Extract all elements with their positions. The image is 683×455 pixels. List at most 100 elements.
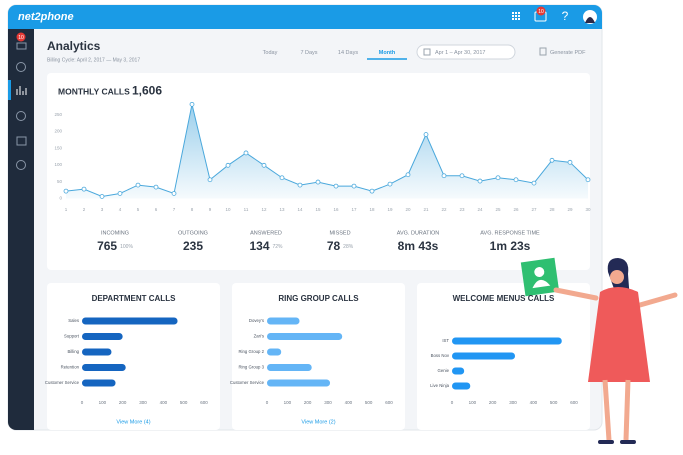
nav-icon[interactable]: [16, 160, 26, 170]
point: [531, 180, 537, 186]
tab[interactable]: 7 Days: [300, 50, 317, 56]
point: [585, 177, 591, 183]
bar: [82, 317, 178, 325]
stat-number: 1m 23s: [490, 239, 531, 253]
arm: [553, 287, 599, 301]
category-label: Customer Service: [230, 380, 265, 385]
point: [279, 175, 285, 181]
category-label: Ring Group 2: [238, 349, 264, 354]
pdf-icon: [539, 47, 547, 56]
point: [171, 191, 177, 196]
x-tick-label: 27: [531, 207, 537, 212]
category-label: Ring Group 3: [238, 365, 264, 370]
bar: [267, 364, 312, 371]
x-tick-label: 500: [365, 400, 373, 405]
x-tick-label: 400: [530, 400, 538, 405]
monthly-card: [47, 73, 590, 270]
point: [207, 177, 213, 183]
tab[interactable]: Today: [263, 50, 278, 56]
category-label: Retention: [61, 365, 80, 370]
point: [549, 157, 555, 163]
avatar-hair: [585, 17, 595, 23]
x-tick-label: 26: [513, 207, 519, 212]
bar: [452, 337, 562, 345]
x-tick-label: 11: [244, 207, 249, 212]
page-title: Analytics: [47, 39, 101, 53]
stat-value: 235: [183, 239, 203, 253]
category-label: Dovey's: [249, 318, 264, 323]
x-tick-label: 300: [509, 400, 517, 405]
y-tick-label: 0: [59, 196, 62, 201]
chart-card: [47, 283, 220, 430]
tab[interactable]: 14 Days: [338, 50, 358, 56]
bar: [452, 382, 471, 390]
category-label: Boss Nov: [431, 353, 450, 358]
tab[interactable]: Month: [379, 50, 396, 56]
category-label: Zari's: [254, 334, 264, 339]
point: [567, 159, 573, 165]
date-range: Apr 1 – Apr 30, 2017: [435, 50, 485, 56]
view-more[interactable]: View More (4): [116, 419, 150, 425]
bar: [82, 364, 126, 371]
generate-pdf[interactable]: Generate PDF: [550, 50, 586, 56]
nav-icon[interactable]: [16, 62, 26, 72]
x-tick-label: 8: [191, 207, 194, 212]
stat-pct: 100%: [120, 244, 133, 250]
point: [135, 182, 141, 188]
point: [459, 173, 465, 179]
chart-title: MONTHLY CALLS: [58, 86, 130, 96]
x-tick-label: 2: [83, 207, 86, 212]
y-tick-label: 150: [54, 145, 62, 150]
chart-card: [232, 283, 405, 430]
stat-pct: 72%: [273, 244, 284, 250]
stat-value: 78 28%: [327, 239, 354, 253]
category-label: IST: [442, 338, 449, 343]
notif-count: 10: [538, 9, 544, 15]
bar: [452, 367, 465, 375]
date-picker[interactable]: [416, 44, 516, 60]
line: [65, 104, 589, 198]
x-tick-label: 10: [225, 207, 231, 212]
view-more[interactable]: View More (2): [301, 419, 335, 425]
point: [333, 183, 339, 189]
apps-icon[interactable]: [512, 12, 520, 20]
x-tick-label: 6: [155, 207, 158, 212]
nav-icon[interactable]: [16, 42, 27, 50]
x-tick-label: 12: [261, 207, 267, 212]
point: [477, 178, 483, 184]
x-tick-label: 25: [495, 207, 501, 212]
point: [405, 172, 411, 178]
bar: [267, 348, 282, 356]
nav-icon[interactable]: [16, 136, 27, 146]
x-tick-label: 13: [279, 207, 285, 212]
chart-title: WELCOME MENUS CALLS: [453, 294, 555, 303]
point: [243, 150, 249, 156]
x-tick-label: 500: [180, 400, 188, 405]
help-icon[interactable]: ?: [562, 9, 569, 23]
stat-number: 8m 43s: [398, 239, 439, 253]
category-label: Sales: [68, 318, 79, 323]
bar: [267, 333, 343, 340]
side-badge-count: 10: [18, 35, 24, 41]
x-tick-label: 0: [266, 400, 269, 405]
bar: [82, 348, 112, 356]
x-tick-label: 28: [549, 207, 555, 212]
dress: [588, 287, 650, 382]
point: [297, 182, 303, 188]
point: [495, 175, 501, 181]
nav-icon[interactable]: [16, 86, 27, 95]
x-tick-label: 4: [119, 207, 122, 212]
x-tick-label: 0: [81, 400, 84, 405]
notif-badge: [536, 6, 546, 16]
point: [423, 132, 429, 137]
point: [63, 188, 69, 194]
point: [189, 101, 195, 107]
x-tick-label: 9: [209, 207, 212, 212]
x-tick-label: 500: [550, 400, 558, 405]
x-tick-label: 0: [451, 400, 454, 405]
x-tick-label: 200: [119, 400, 127, 405]
nav-icon[interactable]: [16, 111, 26, 121]
category-label: Support: [64, 334, 80, 339]
bar: [267, 317, 300, 325]
side-badge: [16, 32, 26, 42]
